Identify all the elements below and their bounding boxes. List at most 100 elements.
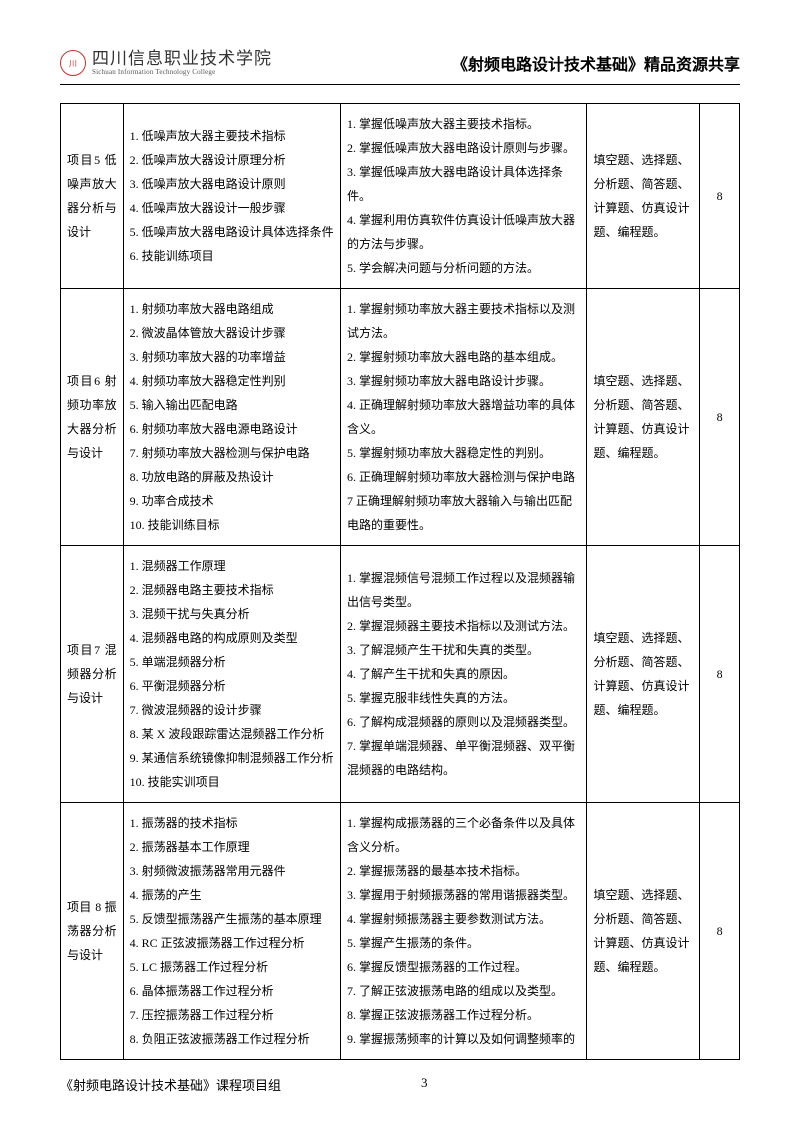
- cell-line: 6. 正确理解射频功率放大器检测与保护电路: [347, 465, 581, 489]
- cell-line: 1. 掌握混频信号混频工作过程以及混频器输出信号类型。: [347, 566, 581, 614]
- cell-line: 7 正确理解射频功率放大器输入与输出匹配电路的重要性。: [347, 489, 581, 537]
- table-cell: 8: [700, 104, 740, 289]
- cell-line: 4. 振荡的产生: [130, 883, 334, 907]
- cell-line: 6. 掌握反馈型振荡器的工作过程。: [347, 955, 581, 979]
- table-cell: 填空题、选择题、分析题、简答题、计算题、仿真设计题、编程题。: [587, 104, 700, 289]
- cell-line: 9. 某通信系统镜像抑制混频器工作分析: [130, 746, 334, 770]
- cell-line: 3. 掌握射频功率放大器电路设计步骤。: [347, 369, 581, 393]
- cell-line: 填空题、选择题、分析题、简答题、计算题、仿真设计题、编程题。: [593, 626, 693, 722]
- cell-line: 8: [706, 919, 733, 943]
- table-cell: 1. 掌握构成振荡器的三个必备条件以及具体含义分析。2. 掌握振荡器的最基本技术…: [340, 803, 587, 1060]
- cell-line: 7. 射频功率放大器检测与保护电路: [130, 441, 334, 465]
- table-cell: 1. 混频器工作原理2. 混频器电路主要技术指标3. 混频干扰与失真分析4. 混…: [123, 546, 340, 803]
- cell-line: 6. 平衡混频器分析: [130, 674, 334, 698]
- page-footer: 《射频电路设计技术基础》课程项目组 3: [60, 1075, 740, 1094]
- logo-cn: 四川信息职业技术学院: [92, 50, 272, 69]
- table-cell: 项目5 低噪声放大器分析与设计: [61, 104, 124, 289]
- cell-line: 5. 单端混频器分析: [130, 650, 334, 674]
- table-row: 项目5 低噪声放大器分析与设计1. 低噪声放大器主要技术指标2. 低噪声放大器设…: [61, 104, 740, 289]
- cell-line: 6. 了解构成混频器的原则以及混频器类型。: [347, 710, 581, 734]
- cell-line: 6. 技能训练项目: [130, 244, 334, 268]
- cell-line: 1. 射频功率放大器电路组成: [130, 297, 334, 321]
- cell-line: 3. 混频干扰与失真分析: [130, 602, 334, 626]
- table-cell: 8: [700, 289, 740, 546]
- cell-line: 3. 掌握用于射频振荡器的常用谐振器类型。: [347, 883, 581, 907]
- cell-line: 8. 某 X 波段跟踪雷达混频器工作分析: [130, 722, 334, 746]
- table-cell: 填空题、选择题、分析题、简答题、计算题、仿真设计题、编程题。: [587, 289, 700, 546]
- cell-line: 10. 技能训练目标: [130, 513, 334, 537]
- cell-line: 2. 低噪声放大器设计原理分析: [130, 148, 334, 172]
- footer-page: 3: [421, 1075, 428, 1094]
- cell-line: 项目6 射频功率放大器分析与设计: [67, 369, 117, 465]
- cell-line: 5. 反馈型振荡器产生振荡的基本原理: [130, 907, 334, 931]
- logo-en: Sichuan Information Technology College: [92, 69, 272, 77]
- cell-line: 2. 混频器电路主要技术指标: [130, 578, 334, 602]
- cell-line: 5. 掌握射频功率放大器稳定性的判别。: [347, 441, 581, 465]
- page-header: 川 四川信息职业技术学院 Sichuan Information Technol…: [60, 50, 740, 85]
- cell-line: 3. 掌握低噪声放大器电路设计具体选择条件。: [347, 160, 581, 208]
- cell-line: 2. 掌握混频器主要技术指标以及测试方法。: [347, 614, 581, 638]
- table-cell: 8: [700, 546, 740, 803]
- table-cell: 1. 射频功率放大器电路组成2. 微波晶体管放大器设计步骤3. 射频功率放大器的…: [123, 289, 340, 546]
- cell-line: 7. 了解正弦波振荡电路的组成以及类型。: [347, 979, 581, 1003]
- cell-line: 10. 技能实训项目: [130, 770, 334, 794]
- cell-line: 3. 射频微波振荡器常用元器件: [130, 859, 334, 883]
- cell-line: 2. 掌握低噪声放大器电路设计原则与步骤。: [347, 136, 581, 160]
- cell-line: 3. 射频功率放大器的功率增益: [130, 345, 334, 369]
- cell-line: 4. 射频功率放大器稳定性判别: [130, 369, 334, 393]
- cell-line: 8: [706, 662, 733, 686]
- cell-line: 2. 微波晶体管放大器设计步骤: [130, 321, 334, 345]
- logo-block: 川 四川信息职业技术学院 Sichuan Information Technol…: [60, 50, 272, 76]
- cell-line: 5. 掌握克服非线性失真的方法。: [347, 686, 581, 710]
- table-cell: 填空题、选择题、分析题、简答题、计算题、仿真设计题、编程题。: [587, 546, 700, 803]
- cell-line: 2. 振荡器基本工作原理: [130, 835, 334, 859]
- table-cell: 8: [700, 803, 740, 1060]
- table-cell: 1. 掌握低噪声放大器主要技术指标。2. 掌握低噪声放大器电路设计原则与步骤。3…: [340, 104, 587, 289]
- cell-line: 3. 了解混频产生干扰和失真的类型。: [347, 638, 581, 662]
- cell-line: 填空题、选择题、分析题、简答题、计算题、仿真设计题、编程题。: [593, 148, 693, 244]
- cell-line: 4. 混频器电路的构成原则及类型: [130, 626, 334, 650]
- cell-line: 4. 掌握利用仿真软件仿真设计低噪声放大器的方法与步骤。: [347, 208, 581, 256]
- table-cell: 项目 8 振荡器分析与设计: [61, 803, 124, 1060]
- cell-line: 6. 射频功率放大器电源电路设计: [130, 417, 334, 441]
- cell-line: 7. 掌握单端混频器、单平衡混频器、双平衡混频器的电路结构。: [347, 734, 581, 782]
- cell-line: 5. 学会解决问题与分析问题的方法。: [347, 256, 581, 280]
- cell-line: 8. 掌握正弦波振荡器工作过程分析。: [347, 1003, 581, 1027]
- cell-line: 2. 掌握振荡器的最基本技术指标。: [347, 859, 581, 883]
- cell-line: 填空题、选择题、分析题、简答题、计算题、仿真设计题、编程题。: [593, 369, 693, 465]
- table-cell: 项目7 混频器分析与设计: [61, 546, 124, 803]
- cell-line: 1. 掌握低噪声放大器主要技术指标。: [347, 112, 581, 136]
- cell-line: 8. 负阻正弦波振荡器工作过程分析: [130, 1027, 334, 1051]
- cell-line: 9. 功率合成技术: [130, 489, 334, 513]
- cell-line: 8. 功放电路的屏蔽及热设计: [130, 465, 334, 489]
- cell-line: 4. 掌握射频振荡器主要参数测试方法。: [347, 907, 581, 931]
- cell-line: 填空题、选择题、分析题、简答题、计算题、仿真设计题、编程题。: [593, 883, 693, 979]
- cell-line: 1. 低噪声放大器主要技术指标: [130, 124, 334, 148]
- cell-line: 4. 低噪声放大器设计一般步骤: [130, 196, 334, 220]
- logo-icon: 川: [60, 50, 86, 76]
- table-row: 项目 8 振荡器分析与设计1. 振荡器的技术指标2. 振荡器基本工作原理3. 射…: [61, 803, 740, 1060]
- cell-line: 项目7 混频器分析与设计: [67, 638, 117, 710]
- cell-line: 3. 低噪声放大器电路设计原则: [130, 172, 334, 196]
- cell-line: 7. 压控振荡器工作过程分析: [130, 1003, 334, 1027]
- cell-line: 5. 低噪声放大器电路设计具体选择条件: [130, 220, 334, 244]
- cell-line: 6. 晶体振荡器工作过程分析: [130, 979, 334, 1003]
- cell-line: 4. RC 正弦波振荡器工作过程分析: [130, 931, 334, 955]
- cell-line: 4. 了解产生干扰和失真的原因。: [347, 662, 581, 686]
- cell-line: 1. 掌握构成振荡器的三个必备条件以及具体含义分析。: [347, 811, 581, 859]
- cell-line: 1. 掌握射频功率放大器主要技术指标以及测试方法。: [347, 297, 581, 345]
- cell-line: 1. 振荡器的技术指标: [130, 811, 334, 835]
- cell-line: 1. 混频器工作原理: [130, 554, 334, 578]
- cell-line: 7. 微波混频器的设计步骤: [130, 698, 334, 722]
- cell-line: 8: [706, 184, 733, 208]
- table-cell: 1. 掌握混频信号混频工作过程以及混频器输出信号类型。2. 掌握混频器主要技术指…: [340, 546, 587, 803]
- cell-line: 2. 掌握射频功率放大器电路的基本组成。: [347, 345, 581, 369]
- table-cell: 项目6 射频功率放大器分析与设计: [61, 289, 124, 546]
- table-cell: 1. 掌握射频功率放大器主要技术指标以及测试方法。2. 掌握射频功率放大器电路的…: [340, 289, 587, 546]
- cell-line: 8: [706, 405, 733, 429]
- cell-line: 5. 掌握产生振荡的条件。: [347, 931, 581, 955]
- logo-text: 四川信息职业技术学院 Sichuan Information Technolog…: [92, 50, 272, 76]
- table-row: 项目7 混频器分析与设计1. 混频器工作原理2. 混频器电路主要技术指标3. 混…: [61, 546, 740, 803]
- table-row: 项目6 射频功率放大器分析与设计1. 射频功率放大器电路组成2. 微波晶体管放大…: [61, 289, 740, 546]
- cell-line: 5. 输入输出匹配电路: [130, 393, 334, 417]
